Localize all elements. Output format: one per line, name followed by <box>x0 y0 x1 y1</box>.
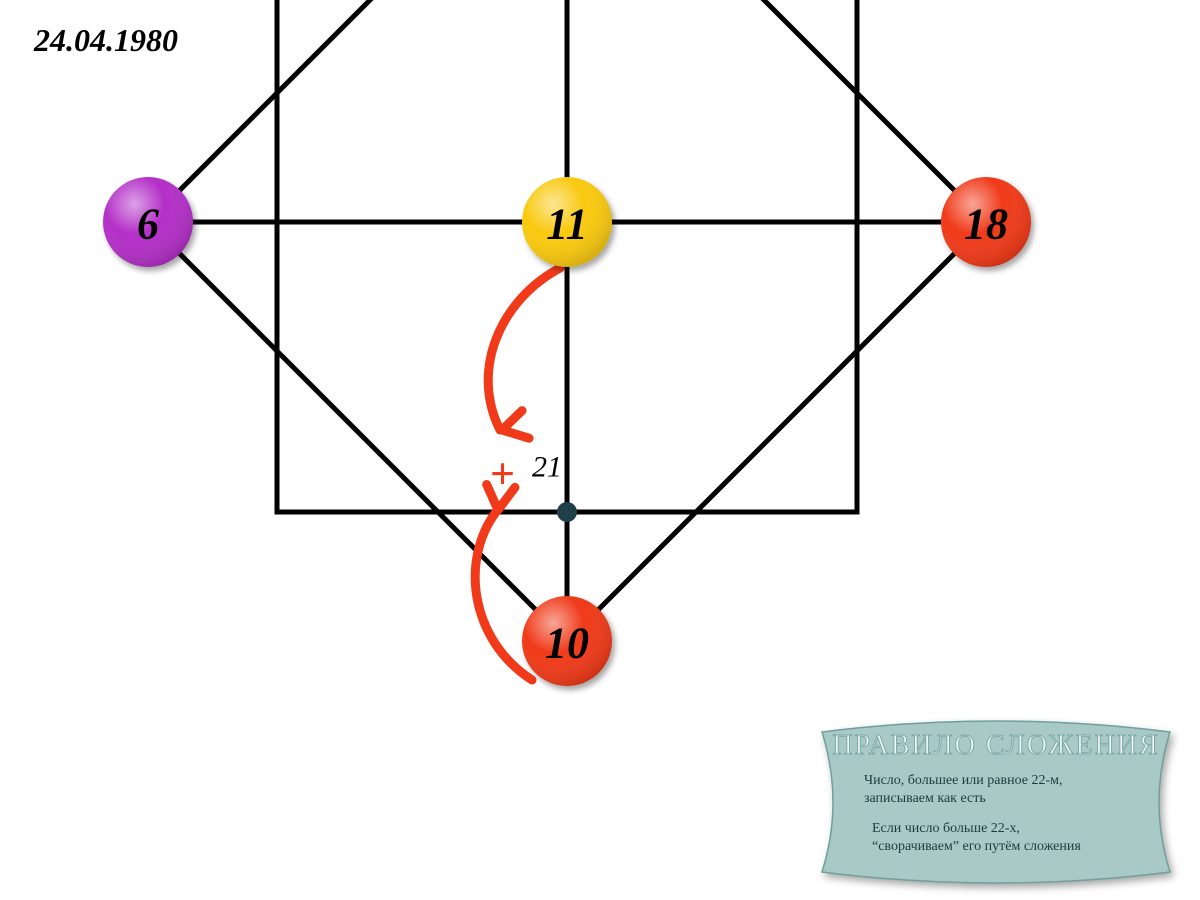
diagram-frame <box>148 0 986 641</box>
node-label-n18: 18 <box>964 200 1008 249</box>
node-n6: 6 <box>103 177 193 267</box>
date-label: 24.04.1980 <box>34 22 178 59</box>
rule-line-3: Если число больше 22-х, <box>872 821 1020 836</box>
rule-box-title: ПРАВИЛО СЛОЖЕНИЯ <box>832 730 1159 761</box>
rule-line-2: записываем как есть <box>864 791 986 806</box>
rule-line-4: “сворачиваем” его путём сложения <box>872 839 1081 854</box>
result-value: 21 <box>532 451 562 484</box>
node-label-n6: 6 <box>137 200 159 249</box>
plus-icon: + <box>490 450 515 499</box>
rule-box: ПРАВИЛО СЛОЖЕНИЯ Число, большее или равн… <box>816 714 1176 890</box>
rule-line-1: Число, большее или равное 22-м, <box>864 773 1063 788</box>
node-label-n10: 10 <box>545 619 589 668</box>
node-n18: 18 <box>941 177 1031 267</box>
node-n11: 11 <box>522 177 612 267</box>
node-label-n11: 11 <box>546 200 588 249</box>
addition-result: +21 <box>490 450 562 499</box>
node-n10: 10 <box>522 596 612 686</box>
